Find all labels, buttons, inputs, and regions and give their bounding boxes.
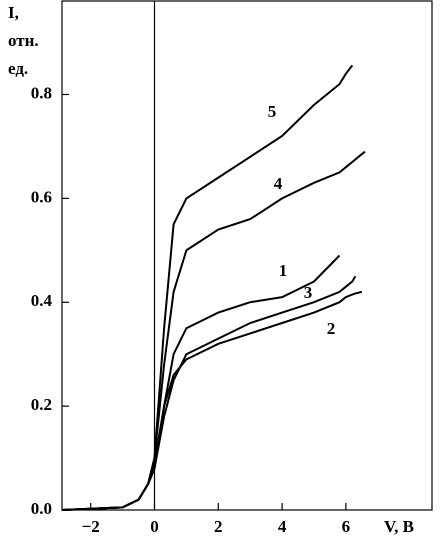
y-tick-label: 0.0: [31, 499, 52, 518]
x-tick-label: 2: [214, 517, 223, 536]
y-axis-label: ед.: [8, 59, 28, 78]
series-line: [61, 290, 363, 511]
x-tick-label: 0: [150, 517, 159, 536]
series-line: [61, 275, 357, 511]
y-tick-label: 0.4: [31, 291, 53, 310]
series-label: 4: [274, 174, 283, 193]
y-tick-label: 0.8: [31, 83, 52, 102]
y-axis-label: отн.: [8, 31, 39, 50]
x-axis-label: V, В: [384, 517, 414, 536]
series-label: 5: [268, 102, 277, 121]
x-tick-label: 4: [278, 517, 287, 536]
series-label: 3: [304, 283, 313, 302]
series-label: 2: [327, 319, 336, 338]
series-line: [61, 254, 341, 511]
y-axis-label: I,: [8, 3, 19, 22]
series-line: [61, 64, 354, 511]
plot-frame: [61, 0, 433, 511]
y-tick-label: 0.2: [31, 395, 52, 414]
y-tick-label: 0.6: [31, 187, 52, 206]
x-tick-label: 6: [342, 517, 351, 536]
series-line: [61, 150, 366, 511]
series-label: 1: [279, 261, 288, 280]
x-tick-label: −2: [82, 517, 100, 536]
